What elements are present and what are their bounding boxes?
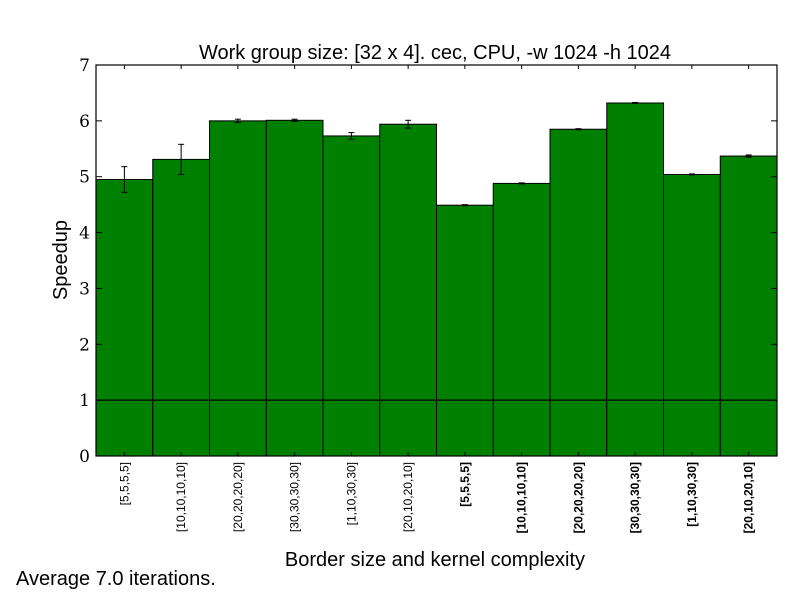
y-tick-label: 3	[79, 279, 90, 299]
x-axis: [5,5,5,5] [10,10,10,10] [20,20,20,20] [30,3…	[117, 65, 756, 533]
y-tick-label: 4	[79, 224, 90, 244]
y-tick-label: 5	[79, 168, 90, 188]
y-tick-label: 0	[79, 447, 90, 467]
bar-2	[152, 158, 210, 457]
bars-group	[95, 102, 778, 457]
x-tick-label: [5,5,5,5]	[117, 462, 131, 505]
bar-11	[663, 173, 721, 457]
footnote: Average 7.0 iterations.	[16, 568, 216, 590]
bar-6	[379, 123, 437, 457]
y-tick-label: 6	[79, 112, 90, 132]
bar-3	[209, 120, 267, 457]
x-tick-label: [10,10,10,10]	[174, 462, 188, 532]
x-tick-label: [20,20,20,20]	[571, 462, 585, 533]
plot-frame	[95, 64, 778, 457]
x-tick-label: [1,10,30,30]	[685, 462, 699, 527]
x-tick-label: [5,5,5,5]	[458, 462, 472, 507]
x-tick-label: [1,10,30,30]	[344, 462, 358, 525]
y-axis: 0 1 2 3 4 5 6 7	[79, 56, 777, 467]
x-tick-label: [30,30,30,30]	[288, 462, 302, 532]
y-tick-label: 1	[79, 391, 90, 411]
x-tick-label: [20,10,20,10]	[401, 462, 415, 532]
y-tick-label: 7	[79, 56, 90, 76]
error-bar-7	[461, 204, 468, 207]
y-tick-label: 2	[79, 335, 90, 355]
error-bar-4	[291, 118, 298, 122]
error-bar-8	[518, 182, 525, 185]
bar-8	[492, 182, 551, 457]
error-bar-12	[745, 154, 752, 158]
error-bars-group	[121, 101, 752, 207]
error-bar-9	[575, 128, 582, 131]
bar-7	[436, 204, 494, 457]
x-tick-label: [20,20,20,20]	[231, 462, 245, 532]
error-bar-1	[121, 166, 128, 193]
error-bar-2	[178, 143, 185, 175]
bar-9	[549, 128, 608, 457]
x-tick-label: [30,30,30,30]	[628, 462, 642, 533]
x-tick-label: [10,10,10,10]	[515, 462, 529, 533]
bar-12	[719, 155, 778, 457]
bar-1	[95, 179, 154, 457]
error-bar-5	[348, 132, 355, 140]
chart-title: Work group size: [32 x 4]. cec, CPU, -w …	[199, 42, 671, 64]
bar-5	[322, 135, 381, 457]
x-tick-label: [20,10,20,10]	[742, 462, 756, 533]
error-bar-3	[234, 118, 241, 124]
x-axis-label: Border size and kernel complexity	[285, 549, 585, 571]
bar-10	[606, 102, 664, 457]
error-bar-11	[688, 173, 695, 176]
y-axis-label: Speedup	[50, 220, 72, 300]
bar-4	[265, 119, 324, 457]
error-bar-6	[405, 119, 412, 129]
error-bar-10	[632, 101, 639, 105]
